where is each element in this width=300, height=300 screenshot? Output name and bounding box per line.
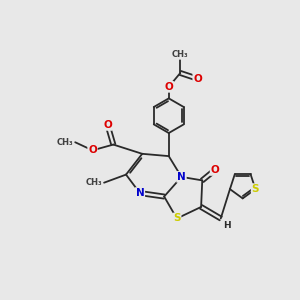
Text: O: O bbox=[103, 120, 112, 130]
Text: N: N bbox=[177, 172, 186, 182]
Text: O: O bbox=[164, 82, 173, 92]
Text: CH₃: CH₃ bbox=[85, 178, 102, 187]
Text: CH₃: CH₃ bbox=[56, 138, 73, 147]
Text: N: N bbox=[136, 188, 144, 198]
Text: CH₃: CH₃ bbox=[172, 50, 189, 59]
Text: S: S bbox=[252, 184, 259, 194]
Text: O: O bbox=[88, 145, 97, 155]
Text: S: S bbox=[173, 214, 181, 224]
Text: H: H bbox=[223, 221, 230, 230]
Text: O: O bbox=[211, 165, 219, 175]
Text: O: O bbox=[193, 74, 202, 84]
